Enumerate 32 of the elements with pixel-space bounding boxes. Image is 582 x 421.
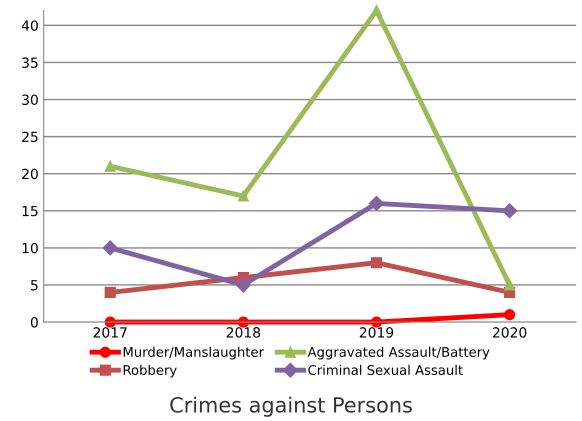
legend-label: Aggravated Assault/Battery [308, 346, 490, 360]
point [370, 257, 382, 268]
legend-label: Robbery [124, 364, 177, 378]
y-tick-label: 20 [22, 168, 38, 180]
y-tick-label: 40 [22, 20, 38, 31]
y-tick-label: 30 [22, 94, 38, 106]
point [370, 4, 382, 16]
point [104, 316, 116, 328]
x-tick-label: 2019 [360, 327, 394, 338]
x-tick-label: 2018 [226, 327, 260, 338]
point [104, 286, 116, 298]
legend-label: Criminal Sexual Assault [308, 364, 463, 375]
x-tick-label: 2020 [492, 327, 526, 338]
point [238, 316, 249, 328]
y-tick-label: 35 [22, 57, 38, 68]
point [238, 190, 249, 202]
y-tick-label: 25 [22, 132, 38, 142]
point [502, 203, 518, 218]
point [236, 277, 251, 293]
point [370, 316, 382, 328]
y-tick-label: 5 [31, 280, 38, 290]
legend-label: Murder/Manslaughter [124, 346, 264, 360]
y-tick-label: 15 [22, 206, 38, 216]
x-tick-label: 2017 [94, 327, 127, 338]
point [504, 309, 516, 320]
point [504, 279, 516, 291]
point [368, 196, 384, 211]
text: Crimes against Persons [170, 396, 412, 417]
point [102, 240, 118, 256]
y-tick-label: 10 [22, 242, 38, 254]
y-tick-label: 0 [30, 317, 38, 328]
point [104, 160, 116, 172]
